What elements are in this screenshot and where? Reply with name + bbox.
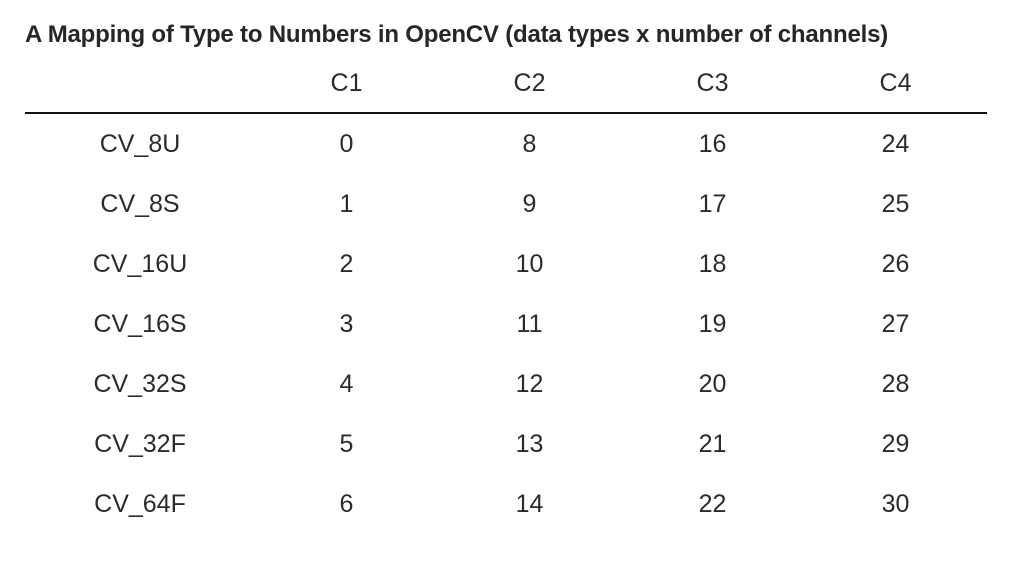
cell-value: 13 (515, 429, 544, 458)
row-label: CV_64F (94, 489, 186, 518)
cell-value: 9 (522, 189, 537, 218)
cell-value: 20 (698, 369, 727, 398)
opencv-type-mapping-table: C1 C2 C3 C4 CV_8U 0 8 16 24 CV_8S 1 9 17… (25, 54, 987, 534)
header-cell-c4: C4 (879, 68, 912, 97)
row-label: CV_8S (100, 189, 180, 218)
cell-value: 6 (339, 489, 354, 518)
header-cell-c1: C1 (330, 68, 363, 97)
cell-value: 5 (339, 429, 354, 458)
cell-value: 26 (881, 249, 910, 278)
cell-value: 10 (515, 249, 544, 278)
cell-value: 28 (881, 369, 910, 398)
table-body: CV_8U 0 8 16 24 CV_8S 1 9 17 25 CV_16U 2… (25, 113, 987, 534)
cell-value: 18 (698, 249, 727, 278)
table-row-cv-16s: CV_16S 3 11 19 27 (25, 294, 987, 354)
header-cell-c3: C3 (696, 68, 729, 97)
page: A Mapping of Type to Numbers in OpenCV (… (25, 21, 987, 534)
cell-value: 8 (522, 129, 537, 158)
cell-value: 27 (881, 309, 910, 338)
cell-value: 16 (698, 129, 727, 158)
cell-value: 30 (881, 489, 910, 518)
header-cell-type (25, 54, 255, 113)
cell-value: 25 (881, 189, 910, 218)
cell-value: 29 (881, 429, 910, 458)
cell-value: 24 (881, 129, 910, 158)
header-cell-c2: C2 (513, 68, 546, 97)
header-row: C1 C2 C3 C4 (25, 54, 987, 113)
cell-value: 17 (698, 189, 727, 218)
cell-value: 12 (515, 369, 544, 398)
cell-value: 14 (515, 489, 544, 518)
row-label: CV_8U (99, 129, 181, 158)
table-row-cv-8s: CV_8S 1 9 17 25 (25, 174, 987, 234)
row-label: CV_16U (92, 249, 188, 278)
table-row-cv-8u: CV_8U 0 8 16 24 (25, 113, 987, 174)
row-label: CV_32F (94, 429, 186, 458)
cell-value: 19 (698, 309, 727, 338)
table-row-cv-16u: CV_16U 2 10 18 26 (25, 234, 987, 294)
table-header: C1 C2 C3 C4 (25, 54, 987, 113)
cell-value: 21 (698, 429, 727, 458)
cell-value: 1 (339, 189, 354, 218)
cell-value: 2 (339, 249, 354, 278)
table-row-cv-64f: CV_64F 6 14 22 30 (25, 474, 987, 534)
page-title: A Mapping of Type to Numbers in OpenCV (… (25, 21, 889, 48)
row-label: CV_32S (93, 369, 187, 398)
cell-value: 4 (339, 369, 354, 398)
cell-value: 11 (516, 309, 543, 338)
cell-value: 3 (339, 309, 354, 338)
cell-value: 22 (698, 489, 727, 518)
cell-value: 0 (339, 129, 354, 158)
table-row-cv-32s: CV_32S 4 12 20 28 (25, 354, 987, 414)
row-label: CV_16S (93, 309, 187, 338)
table-row-cv-32f: CV_32F 5 13 21 29 (25, 414, 987, 474)
